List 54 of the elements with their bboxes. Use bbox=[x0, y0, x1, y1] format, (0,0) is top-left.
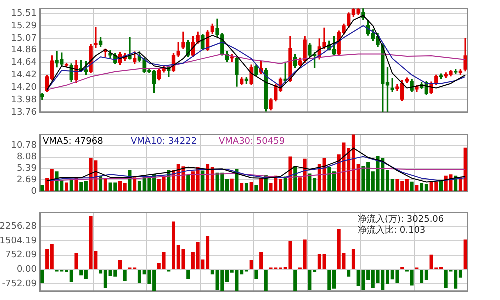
y-tick-label: 14.86 bbox=[11, 46, 38, 56]
y-tick-label: 2256.28 bbox=[0, 222, 38, 232]
bar bbox=[201, 170, 205, 192]
text: VMA30: 50459 bbox=[219, 137, 286, 148]
bar bbox=[464, 240, 468, 270]
bar bbox=[123, 270, 127, 282]
y-tick-label: 13.76 bbox=[11, 108, 38, 118]
candlestick bbox=[94, 27, 98, 48]
bar bbox=[264, 270, 268, 292]
bar bbox=[254, 270, 258, 280]
y-tick-label: 2.69 bbox=[16, 176, 38, 186]
bar bbox=[250, 260, 254, 270]
bar bbox=[410, 182, 414, 192]
bar bbox=[133, 178, 137, 192]
bar bbox=[74, 253, 78, 270]
bar bbox=[40, 270, 44, 284]
annotation: 净流入比: 0.103 bbox=[358, 225, 426, 236]
y-tick-label: 15.07 bbox=[11, 34, 37, 44]
bar bbox=[244, 184, 248, 192]
bar bbox=[65, 182, 68, 192]
bar bbox=[294, 270, 298, 292]
bar bbox=[260, 178, 264, 192]
bar bbox=[240, 184, 244, 192]
bar bbox=[347, 270, 351, 277]
bar bbox=[186, 270, 190, 280]
bar bbox=[118, 260, 122, 270]
y-tick-label: 15.29 bbox=[11, 21, 38, 32]
y-tick-label: 5.39 bbox=[16, 164, 38, 174]
y-tick-label: 13.98 bbox=[11, 95, 38, 106]
bar bbox=[230, 178, 234, 192]
y-tick-label: 1504.19 bbox=[0, 236, 38, 246]
y-tick-label: 0 bbox=[31, 186, 38, 197]
bar bbox=[415, 185, 419, 192]
bar bbox=[440, 180, 443, 192]
annotation: 净流入(万): 3025.06 bbox=[358, 214, 444, 226]
y-tick-label: 14.64 bbox=[11, 58, 38, 68]
bar bbox=[40, 185, 44, 192]
y-tick-label: -752.09 bbox=[2, 279, 38, 290]
y-tick-label: 14.42 bbox=[11, 70, 37, 81]
text: VMA10: 34222 bbox=[131, 137, 198, 148]
y-tick-label: 0.00 bbox=[16, 265, 38, 276]
bar bbox=[250, 182, 254, 192]
y-tick-label: 8.08 bbox=[16, 152, 38, 163]
bar bbox=[288, 156, 292, 192]
y-tick-label: 15.51 bbox=[11, 8, 37, 19]
bar bbox=[186, 175, 190, 192]
y-tick-label: 10.78 bbox=[11, 141, 38, 152]
y-tick-label: 14.20 bbox=[11, 83, 38, 94]
bar bbox=[352, 249, 356, 270]
bar bbox=[254, 185, 258, 192]
text: VMA5: 47968 bbox=[43, 137, 104, 148]
bar bbox=[104, 179, 108, 192]
y-tick-label: 752.09 bbox=[6, 250, 38, 261]
bar bbox=[260, 252, 264, 270]
